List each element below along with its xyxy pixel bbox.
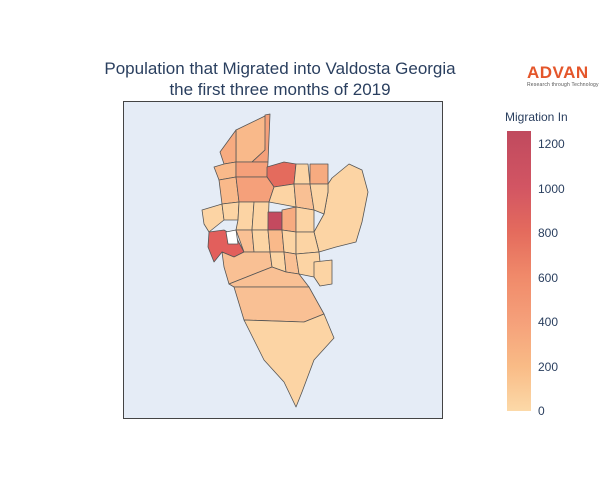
- colorbar-tick-label: 400: [538, 315, 559, 330]
- colorbar: [507, 131, 531, 411]
- tract-west-hole: [225, 229, 239, 245]
- chart-title-line2: the first three months of 2019: [169, 80, 391, 99]
- advan-logo: ADVAN Research through Technology: [527, 63, 599, 89]
- colorbar-title: Migration In: [505, 110, 568, 124]
- tract-mid-8[interactable]: [267, 229, 285, 253]
- colorbar-tick-label: 0: [538, 404, 545, 418]
- tract-north-5[interactable]: [235, 161, 269, 178]
- tract-south-2[interactable]: [233, 286, 325, 323]
- tract-center-4[interactable]: [295, 206, 315, 233]
- logo-tagline: Research through Technology: [527, 82, 599, 88]
- tract-west-1[interactable]: [201, 203, 225, 233]
- colorbar-tick-label: 600: [538, 270, 559, 285]
- colorbar-tick-label: 1000: [538, 181, 565, 196]
- map-canvas[interactable]: [124, 102, 442, 418]
- tract-mid-5[interactable]: [309, 183, 329, 215]
- tract-mid-7[interactable]: [251, 229, 271, 253]
- tract-west-2[interactable]: [221, 201, 240, 221]
- tract-east-2[interactable]: [313, 259, 333, 287]
- colorbar-tick-label: 800: [538, 226, 559, 241]
- tract-center-3[interactable]: [281, 206, 297, 233]
- tract-north-3[interactable]: [219, 129, 237, 165]
- tract-south-3[interactable]: [243, 313, 335, 408]
- choropleth-map[interactable]: [123, 101, 443, 419]
- tract-mid-1[interactable]: [218, 176, 240, 205]
- chart-title-line1: Population that Migrated into Valdosta G…: [104, 59, 456, 78]
- colorbar-tick-label: 200: [538, 359, 559, 374]
- tract-north-7[interactable]: [293, 163, 311, 185]
- tract-mid-9[interactable]: [281, 229, 297, 255]
- colorbar-tick-label: 1200: [538, 137, 565, 152]
- tract-center-1[interactable]: [251, 201, 270, 231]
- tract-center-2[interactable]: [267, 211, 283, 231]
- tract-mid-2[interactable]: [235, 176, 275, 203]
- chart-title: Population that Migrated into Valdosta G…: [60, 58, 500, 100]
- logo-wordmark: ADVAN: [527, 63, 589, 82]
- tract-north-8[interactable]: [309, 163, 329, 185]
- tract-west-3[interactable]: [235, 201, 255, 231]
